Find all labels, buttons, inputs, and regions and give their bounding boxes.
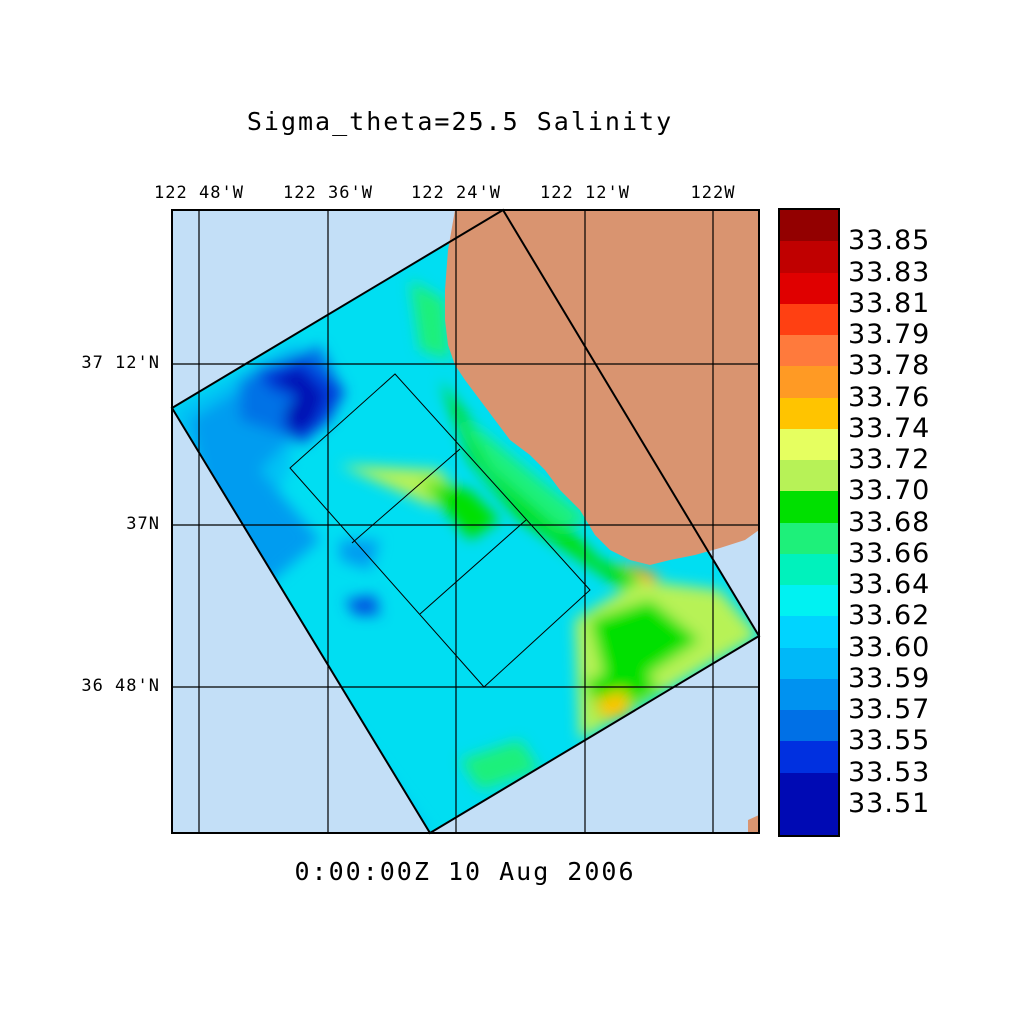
colorbar-band — [780, 616, 838, 648]
lat-tick-label: 37N — [126, 514, 160, 534]
colorbar-band — [780, 366, 838, 398]
colorbar-band — [780, 335, 838, 367]
chart-title: Sigma_theta=25.5 Salinity — [246, 107, 674, 136]
colorbar-band — [780, 585, 838, 617]
colorbar-band — [780, 678, 838, 710]
colorbar-tick-label: 33.74 — [848, 412, 931, 444]
colorbar-tick-label: 33.53 — [848, 756, 931, 788]
survey-box-outline — [289, 373, 591, 688]
colorbar-tick-label: 33.76 — [848, 381, 931, 413]
colorbar-band — [780, 428, 838, 460]
colorbar-tick-label: 33.64 — [848, 569, 931, 600]
colorbar-band — [780, 241, 838, 273]
colorbar-tick-label: 33.62 — [848, 600, 931, 632]
colorbar-tick-label: 33.68 — [848, 506, 931, 538]
colorbar-band — [780, 710, 838, 742]
colorbar-band — [780, 303, 838, 335]
colorbar-tick-label: 33.66 — [848, 537, 931, 569]
lon-tick-label: 122W — [690, 183, 736, 203]
lon-tick-label: 122 12'W — [540, 183, 630, 203]
colorbar-band — [780, 460, 838, 492]
colorbar-band — [780, 741, 838, 773]
colorbar-tick-label: 33.81 — [848, 287, 931, 319]
colorbar-tick-label: 33.60 — [848, 631, 931, 663]
colorbar-band — [780, 647, 838, 679]
colorbar-band — [780, 553, 838, 585]
colorbar-band — [780, 210, 838, 242]
colorbar-tick-label: 33.55 — [848, 725, 931, 757]
land-mass — [748, 815, 759, 833]
colorbar-band — [780, 272, 838, 304]
colorbar-band — [780, 803, 838, 835]
map-frame — [171, 209, 760, 834]
colorbar-tick-label: 33.83 — [848, 256, 931, 288]
lat-tick-label: 37 12'N — [81, 353, 160, 373]
colorbar-tick-label: 33.79 — [848, 319, 931, 350]
colorbar — [778, 208, 840, 837]
lon-tick-label: 122 36'W — [283, 183, 373, 203]
colorbar-tick-label: 33.57 — [848, 694, 931, 725]
colorbar-band — [780, 772, 838, 804]
colorbar-tick-label: 33.78 — [848, 350, 931, 382]
lon-tick-label: 122 48'W — [154, 183, 244, 203]
colorbar-band — [780, 491, 838, 523]
lon-tick-label: 122 24'W — [411, 183, 501, 203]
colorbar-band — [780, 397, 838, 429]
colorbar-tick-label: 33.72 — [848, 444, 931, 475]
colorbar-tick-label: 33.70 — [848, 475, 931, 507]
colorbar-band — [780, 522, 838, 554]
colorbar-tick-label: 33.85 — [848, 225, 931, 257]
timestamp-label: 0:00:00Z 10 Aug 2006 — [294, 857, 636, 886]
lat-tick-label: 36 48'N — [81, 676, 160, 696]
land-mass — [445, 210, 759, 565]
colorbar-tick-label: 33.59 — [848, 662, 931, 694]
colorbar-tick-label: 33.51 — [848, 787, 931, 819]
